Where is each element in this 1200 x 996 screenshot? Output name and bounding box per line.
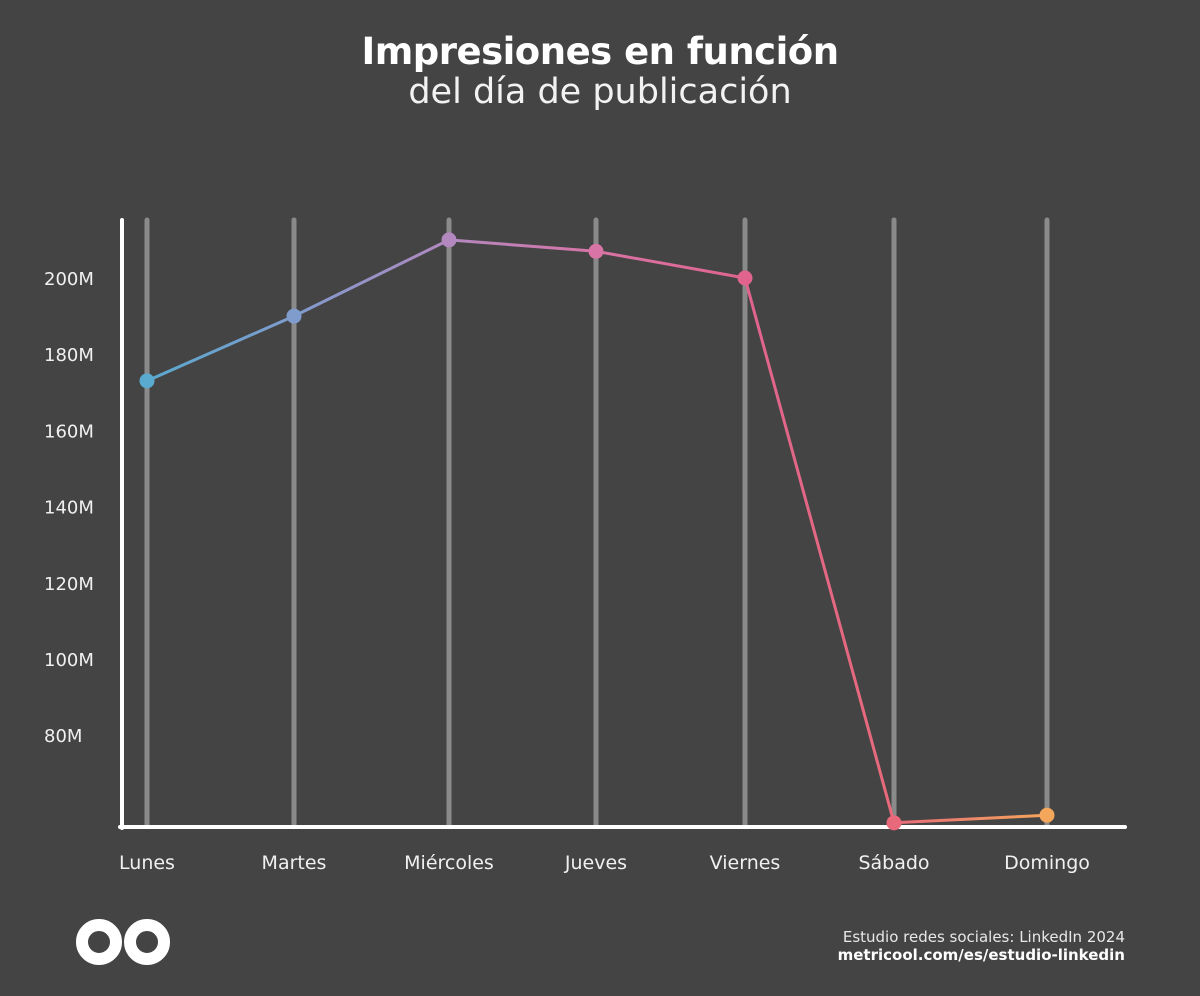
data-point-martes: [286, 308, 302, 324]
data-point-viernes: [737, 270, 753, 286]
source-url[interactable]: metricool.com/es/estudio-linkedin: [837, 946, 1125, 964]
x-tick-label: Lunes: [119, 852, 175, 874]
y-tick-label: 100M: [44, 650, 94, 671]
chart-title: Impresiones en función: [361, 30, 839, 73]
y-tick-label: 120M: [44, 574, 94, 595]
data-point-jueves: [588, 243, 604, 259]
y-tick-label: 180M: [44, 345, 94, 366]
y-tick-label: 200M: [44, 269, 94, 290]
y-tick-label: 160M: [44, 421, 94, 442]
x-tick-label: Martes: [262, 852, 327, 874]
data-point-domingo: [1039, 807, 1055, 823]
footer: Estudio redes sociales: LinkedIn 2024 me…: [838, 928, 1125, 964]
data-point-sábado: [886, 815, 902, 831]
x-tick-label: Viernes: [710, 852, 781, 874]
x-tick-label: Domingo: [1004, 852, 1090, 874]
x-tick-label: Jueves: [564, 852, 627, 874]
y-tick-label: 80M: [44, 726, 82, 747]
y-tick-label: 140M: [44, 498, 94, 519]
source-text: Estudio redes sociales: LinkedIn 2024: [842, 928, 1125, 946]
x-tick-label: Sábado: [858, 852, 929, 874]
x-tick-label: Miércoles: [404, 852, 494, 874]
data-point-lunes: [139, 373, 155, 389]
data-point-miércoles: [441, 232, 457, 248]
chart-subtitle: del día de publicación: [408, 72, 792, 112]
